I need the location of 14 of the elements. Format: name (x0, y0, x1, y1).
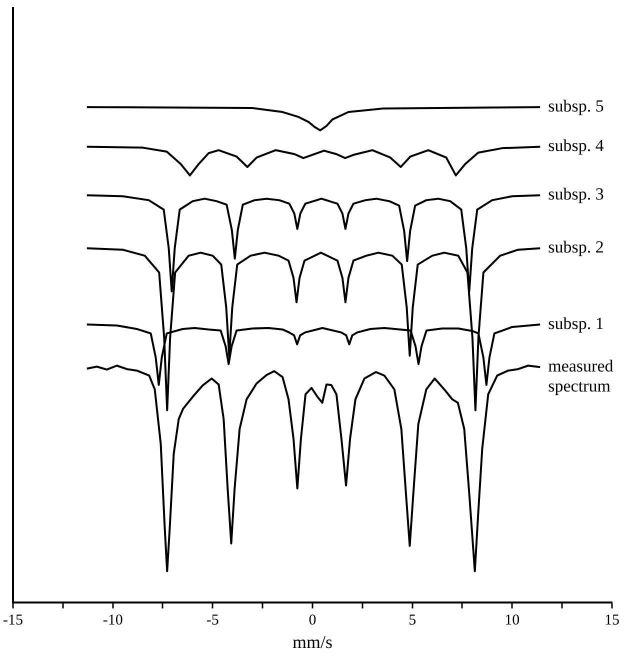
x-tick-label: 10 (504, 612, 520, 628)
x-tick-label: -5 (206, 612, 219, 628)
series-label: subsp. 3 (548, 184, 604, 204)
x-tick-label: -10 (102, 612, 123, 628)
x-tick-label: 15 (604, 612, 620, 628)
x-tick-label: 0 (308, 612, 316, 628)
x-tick-label: -15 (3, 612, 23, 628)
series-label: subsp. 5 (548, 96, 604, 116)
x-axis-title: mm/s (292, 632, 333, 652)
x-tick-label: 5 (408, 612, 416, 628)
series-label: measured spectrum (548, 356, 614, 396)
series-label: subsp. 2 (548, 238, 604, 257)
series-label: subsp. 1 (548, 314, 604, 333)
series-label: subsp. 4 (548, 136, 604, 156)
